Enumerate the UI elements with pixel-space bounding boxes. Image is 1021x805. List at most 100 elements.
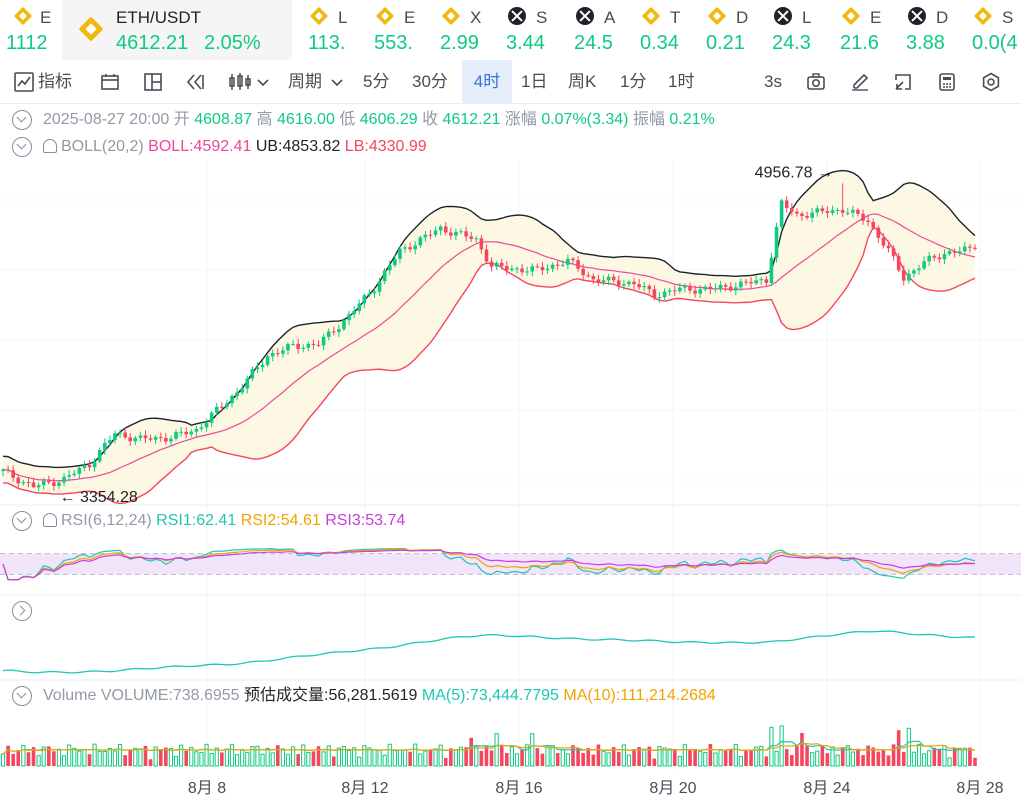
- ticker-item[interactable]: L 24.3: [772, 0, 836, 60]
- candle-body: [881, 237, 886, 246]
- ticker-item[interactable]: X 2.99: [440, 0, 504, 60]
- candle-body: [698, 289, 702, 294]
- interval-1m[interactable]: 1分: [620, 72, 647, 91]
- rsi-collapse-icon[interactable]: [12, 511, 32, 531]
- candle-body: [718, 284, 723, 289]
- candle-body: [179, 431, 183, 433]
- volume-row: Volume VOLUME:738.6955 预估成交量:56,281.5619…: [0, 684, 1021, 708]
- candle-body: [957, 251, 962, 253]
- period-chevron-icon[interactable]: [330, 72, 344, 92]
- candle-body: [321, 336, 326, 346]
- volume-bar: [795, 745, 799, 766]
- indicators-button[interactable]: 指标: [38, 72, 72, 91]
- interval-4h[interactable]: 4时: [462, 60, 512, 104]
- candle-body: [469, 236, 473, 239]
- active-pair-price: 4612.21: [116, 32, 189, 54]
- volume-bar: [382, 754, 387, 767]
- volume-bar: [352, 747, 357, 767]
- interval-1h[interactable]: 1时: [668, 72, 695, 91]
- x-axis-tick-label: 8月 28: [956, 780, 1003, 797]
- draw-pencil-icon[interactable]: [850, 72, 870, 92]
- candle-body: [510, 268, 514, 271]
- collapse-chevron-icon[interactable]: [12, 110, 32, 130]
- interval-1d[interactable]: 1日: [521, 72, 548, 91]
- candle-body: [810, 212, 814, 218]
- ticker-item[interactable]: L 113.: [308, 0, 372, 60]
- volume-bar: [41, 746, 46, 767]
- volume-bar: [514, 753, 520, 767]
- fullscreen-icon[interactable]: [893, 72, 913, 92]
- volume-bar: [143, 745, 148, 766]
- candle-body: [449, 232, 453, 236]
- volume-bar: [621, 744, 626, 767]
- ticker-item[interactable]: E 553.: [374, 0, 438, 60]
- ticker-item[interactable]: S 3.44: [506, 0, 570, 60]
- candle-body: [856, 209, 860, 214]
- volume-bar: [616, 751, 621, 766]
- candle-body: [118, 432, 122, 434]
- interval-1w[interactable]: 周K: [568, 72, 597, 91]
- volume-bar: [464, 747, 468, 766]
- candle-body: [72, 473, 77, 476]
- candle-body: [31, 482, 36, 488]
- interval-5m[interactable]: 5分: [363, 72, 390, 91]
- replay-icon[interactable]: [185, 72, 205, 92]
- candle-body: [576, 260, 580, 269]
- settings-icon[interactable]: [981, 72, 1001, 92]
- candle-body: [214, 406, 219, 413]
- ticker-symbol: E: [404, 8, 416, 27]
- rsi-bell-icon[interactable]: [43, 513, 57, 527]
- camera-icon[interactable]: [806, 72, 826, 92]
- rsi1-value: RSI1:62.41: [156, 512, 237, 529]
- candle-body: [713, 288, 718, 290]
- ticker-item[interactable]: A 24.5: [574, 0, 638, 60]
- open-label: 开: [173, 111, 190, 128]
- calculator-icon[interactable]: [937, 72, 957, 92]
- boll-collapse-icon[interactable]: [12, 137, 32, 157]
- period-dropdown[interactable]: 周期: [288, 72, 322, 91]
- candle-body: [545, 268, 550, 271]
- ticker-item[interactable]: D 3.88: [906, 0, 970, 60]
- ticker-item[interactable]: S 0.0(4: [972, 0, 1021, 60]
- candle-body: [627, 281, 631, 285]
- volume-bar: [891, 744, 896, 766]
- volume-bar: [906, 727, 911, 767]
- active-pair-tab[interactable]: ETH/USDT 4612.21 2.05%: [62, 0, 292, 60]
- ticker-item[interactable]: T 0.34: [640, 0, 704, 60]
- candle-body: [108, 440, 112, 444]
- ticker-item[interactable]: E 21.6: [840, 0, 904, 60]
- ticker-value: 3.88: [906, 32, 945, 54]
- split-view-icon[interactable]: [143, 72, 163, 92]
- candle-body: [830, 210, 835, 214]
- chevron-down-icon[interactable]: [256, 72, 270, 92]
- volume-bar: [97, 750, 102, 767]
- candle-type-icon[interactable]: [228, 72, 252, 92]
- candle-body: [708, 286, 713, 290]
- refresh-interval[interactable]: 3s: [764, 72, 782, 91]
- layout-icon[interactable]: [100, 72, 120, 92]
- expand-chevron-icon[interactable]: [12, 601, 32, 621]
- volume-bar: [703, 752, 708, 767]
- interval-30m[interactable]: 30分: [412, 72, 448, 91]
- bell-icon[interactable]: [43, 139, 57, 153]
- bnb-logo-icon: [78, 16, 104, 42]
- rsi3-line: [2, 549, 976, 581]
- volume-bar: [596, 744, 601, 766]
- ticker-item[interactable]: E 1112: [0, 0, 60, 60]
- boll-band-fill: [3, 170, 975, 504]
- ticker-item[interactable]: D 0.21: [706, 0, 770, 60]
- volume-bar: [52, 751, 56, 766]
- volume-bar: [92, 743, 97, 767]
- candle-body: [891, 248, 896, 257]
- volume-bar: [341, 746, 347, 767]
- candle-body: [611, 276, 616, 281]
- volume-bar: [718, 749, 723, 767]
- candle-body: [764, 279, 769, 283]
- candle-body: [189, 431, 194, 435]
- rsi-name: RSI(6,12,24): [61, 512, 152, 529]
- candle-body: [92, 461, 97, 468]
- candle-body: [566, 258, 570, 265]
- candle-body: [749, 281, 753, 284]
- volume-bar: [36, 755, 41, 767]
- volume-collapse-icon[interactable]: [12, 686, 32, 706]
